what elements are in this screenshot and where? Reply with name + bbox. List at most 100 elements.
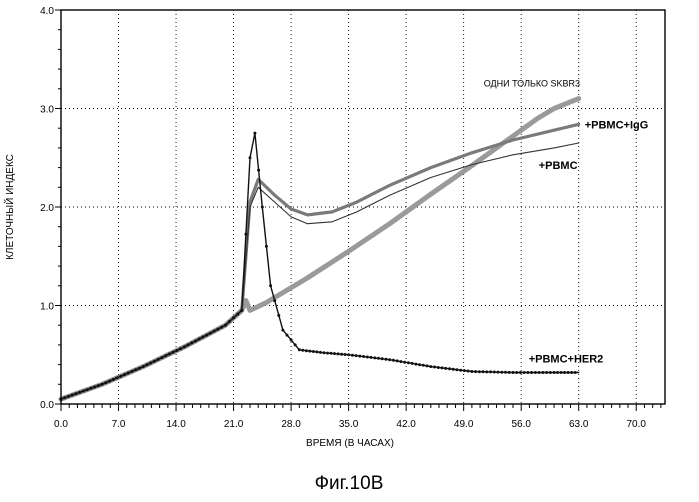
series-marker-3 (388, 358, 391, 361)
series-marker-3 (351, 354, 354, 357)
series-marker-3 (396, 359, 399, 362)
y-tick-label: 4.0 (40, 6, 54, 17)
series-marker-3 (326, 352, 329, 355)
series-marker-3 (168, 353, 171, 356)
series-marker-3 (236, 313, 239, 316)
series-marker-3 (220, 326, 223, 329)
x-tick-label: 35.0 (339, 419, 359, 430)
series-marker-3 (366, 356, 369, 359)
series-marker-3 (560, 371, 563, 374)
series-marker-3 (269, 284, 272, 287)
series-label-1: +PBMC+IgG (585, 119, 649, 131)
series-marker-3 (305, 349, 308, 352)
series-marker-3 (504, 371, 507, 374)
series-marker-3 (530, 371, 533, 374)
series-marker-3 (179, 347, 182, 350)
series-marker-3 (515, 371, 518, 374)
series-marker-3 (89, 387, 92, 390)
series-marker-3 (370, 356, 373, 359)
series-marker-3 (526, 371, 529, 374)
series-marker-3 (119, 375, 122, 378)
series-marker-3 (244, 233, 247, 236)
x-tick-label: 70.0 (627, 419, 647, 430)
series-marker-3 (138, 367, 141, 370)
series-marker-3 (201, 336, 204, 339)
series-marker-3 (441, 366, 444, 369)
series-label-2: +PBMC (539, 160, 578, 172)
series-marker-3 (319, 351, 322, 354)
series-marker-3 (355, 354, 358, 357)
label-layer: ОДНИ ТОЛЬКО SKBR3 +PBMC+IgG +PBMC +PBMC+HER… (484, 79, 649, 366)
series-marker-3 (294, 343, 297, 346)
series-marker-3 (183, 345, 186, 348)
series-marker-3 (224, 324, 227, 327)
series-marker-3 (63, 396, 66, 399)
series-marker-3 (459, 369, 462, 372)
series-marker-3 (519, 371, 522, 374)
series-marker-3 (301, 349, 304, 352)
series-marker-3 (429, 365, 432, 368)
series-marker-3 (149, 362, 152, 365)
series-marker-3 (482, 370, 485, 373)
series-marker-3 (426, 364, 429, 367)
x-tick-label: 63.0 (569, 419, 589, 430)
series-marker-3 (101, 383, 104, 386)
series-marker-3 (228, 320, 231, 323)
x-tick-label: 14.0 (166, 419, 186, 430)
series-line-1 (61, 124, 579, 399)
series-marker-3 (108, 380, 111, 383)
series-marker-3 (478, 370, 481, 373)
series-marker-3 (553, 371, 556, 374)
y-tick-label: 2.0 (40, 203, 54, 214)
series-marker-3 (330, 352, 333, 355)
series-marker-3 (78, 391, 81, 394)
series-marker-3 (273, 299, 276, 302)
series-marker-3 (418, 363, 421, 366)
series-marker-3 (290, 339, 293, 342)
series-marker-3 (474, 370, 477, 373)
series-marker-3 (381, 357, 384, 360)
series-marker-3 (340, 353, 343, 356)
series-marker-3 (265, 245, 268, 248)
series-marker-3 (116, 376, 119, 379)
series-marker-3 (470, 370, 473, 373)
series-marker-3 (145, 363, 148, 366)
series-marker-3 (127, 372, 130, 375)
series-marker-3 (249, 156, 252, 159)
series-marker-3 (523, 371, 526, 374)
series-marker-3 (358, 355, 361, 358)
series-marker-3 (500, 371, 503, 374)
x-axis-title: ВРЕМЯ (В ЧАСАХ) (306, 438, 394, 449)
series-marker-3 (104, 381, 107, 384)
series-marker-3 (172, 351, 175, 354)
series-marker-3 (444, 367, 447, 370)
y-axis-title: КЛЕТОЧНЫЙ ИНДЕКС (3, 154, 16, 260)
series-label-0: ОДНИ ТОЛЬКО SKBR3 (484, 79, 580, 89)
series-marker-3 (131, 370, 134, 373)
series-marker-3 (123, 373, 126, 376)
y-tick-label: 0.0 (40, 400, 54, 411)
series-marker-3 (403, 361, 406, 364)
series-label-3: +PBMC+HER2 (529, 353, 604, 365)
x-tick-label: 49.0 (454, 419, 474, 430)
series-marker-3 (323, 351, 326, 354)
series-marker-3 (209, 332, 212, 335)
series-marker-3 (164, 354, 167, 357)
series-marker-3 (437, 366, 440, 369)
series-marker-3 (86, 388, 89, 391)
series-marker-3 (455, 368, 458, 371)
series-marker-3 (541, 371, 544, 374)
series-marker-3 (157, 358, 160, 361)
series-marker-3 (567, 371, 570, 374)
series-marker-3 (337, 352, 340, 355)
series-marker-3 (512, 371, 515, 374)
series-marker-3 (160, 356, 163, 359)
series-marker-3 (257, 169, 260, 172)
figure-caption: Фиг.10B (315, 473, 384, 494)
series-marker-3 (549, 371, 552, 374)
series-marker-3 (71, 394, 74, 397)
series-marker-3 (298, 348, 301, 351)
series-marker-3 (286, 334, 289, 337)
